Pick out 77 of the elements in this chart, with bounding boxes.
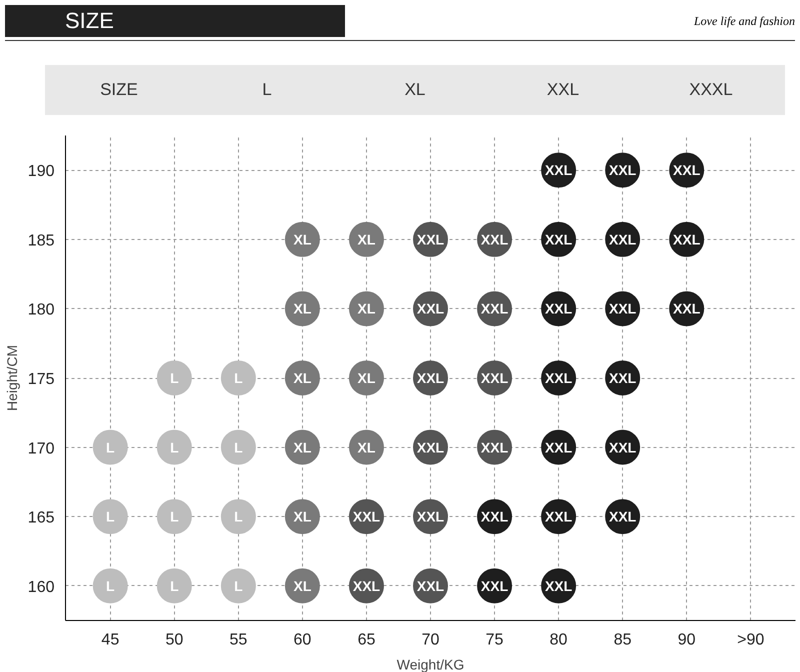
text: XXL <box>416 300 444 317</box>
text: XL <box>358 370 376 386</box>
chart-subtitle: Love life and fashion <box>694 13 795 30</box>
text: XXL <box>416 508 444 525</box>
text: XXL <box>480 578 508 594</box>
text: XXL <box>544 231 572 248</box>
text: XXL <box>544 578 572 594</box>
text: XXL <box>480 300 508 317</box>
text: XL <box>293 439 312 456</box>
text: XXL <box>416 370 444 386</box>
text: XL <box>293 300 312 317</box>
text: XL <box>293 370 312 386</box>
text: XXXL <box>688 78 734 101</box>
y-tick-label: 185 <box>28 232 55 250</box>
text: L <box>261 78 273 101</box>
text: L <box>106 508 115 525</box>
text: L <box>170 508 179 525</box>
text: XXL <box>673 162 700 178</box>
text: XXL <box>673 231 700 248</box>
text: XXL <box>608 508 636 525</box>
y-tick-label: 180 <box>28 302 55 319</box>
text: XXL <box>352 578 380 594</box>
text: XL <box>293 578 312 594</box>
text: XXL <box>608 439 636 456</box>
series-label: XXL <box>416 578 445 594</box>
y-tick-label: 165 <box>28 510 55 527</box>
text: XXL <box>544 370 572 386</box>
text: XXL <box>352 508 380 525</box>
text: L <box>106 439 115 456</box>
text: L <box>234 578 243 594</box>
text: XL <box>293 231 312 248</box>
text: L <box>234 439 243 456</box>
y-tick-label: 190 <box>28 163 55 180</box>
text: XXL <box>544 508 572 525</box>
x-tick-label: 70 <box>422 632 440 648</box>
text: L <box>170 578 179 594</box>
text: L <box>170 439 179 456</box>
text: L <box>234 370 243 386</box>
text: L <box>106 578 115 594</box>
text: XL <box>358 439 376 456</box>
text: XXL <box>480 439 508 456</box>
text: XXL <box>480 508 508 525</box>
text: XXL <box>673 300 700 317</box>
text: XXL <box>416 231 444 248</box>
x-tick-label: 50 <box>165 632 184 648</box>
text: XXL <box>608 300 636 317</box>
x-tick-label: 45 <box>101 632 120 648</box>
x-tick-label: 75 <box>486 632 504 648</box>
text: L <box>170 370 179 386</box>
text: XXL <box>480 370 508 386</box>
text: XXL <box>608 162 636 178</box>
text: XXL <box>416 439 444 456</box>
text: XXL <box>480 231 508 248</box>
text: XL <box>358 300 376 317</box>
x-tick-label: 80 <box>550 632 568 648</box>
y-axis-title: Height/CM <box>4 344 20 412</box>
x-tick-label: 85 <box>614 632 632 648</box>
text: XXL <box>608 231 636 248</box>
y-tick-label: 175 <box>28 371 55 388</box>
text: XXL <box>546 78 580 101</box>
y-tick-label: 160 <box>28 578 55 596</box>
chart-title: SIZE <box>5 5 345 37</box>
series-label: XXL <box>544 300 573 317</box>
x-tick-label: 60 <box>294 632 312 648</box>
series-label: L <box>234 508 244 525</box>
x-tick-label: 65 <box>358 632 376 648</box>
text: XL <box>358 231 376 248</box>
x-tick-label: >90 <box>737 632 764 648</box>
text: XXL <box>544 162 572 178</box>
y-tick-label: 170 <box>28 440 55 458</box>
series-label: XL <box>293 508 312 525</box>
x-tick-label: 90 <box>678 632 696 648</box>
text: XL <box>404 78 426 101</box>
text: XXL <box>608 370 636 386</box>
text: XXL <box>544 439 572 456</box>
text: SIZE <box>99 78 139 101</box>
x-tick-label: 55 <box>229 632 248 648</box>
